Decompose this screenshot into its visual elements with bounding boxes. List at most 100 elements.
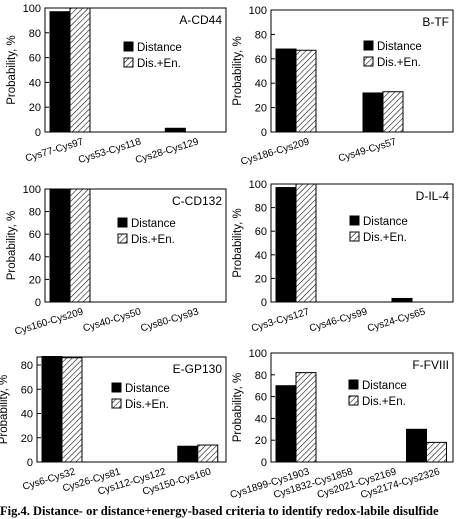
category-label: Cys3-Cys127 [250, 306, 311, 334]
plot-frame [270, 9, 454, 133]
y-tick-label: 80 [21, 360, 33, 372]
bar-distance-1 [275, 187, 297, 303]
chart-panel-4: 0 20 40 60 80 100 Probability, % D-IL-4 Cys3-Cys… [232, 179, 454, 335]
y-tick-label: 100 [23, 184, 41, 196]
plot-frame [44, 7, 227, 133]
chart-title: D-IL-4 [416, 189, 450, 203]
bar-distance-4 [177, 445, 199, 463]
y-axis-label: Probability, % [6, 211, 18, 280]
y-tick-label: 0 [261, 297, 267, 309]
bar-dis-en-1 [61, 357, 83, 463]
category-label: Cys160-Cys209 [13, 306, 85, 337]
y-tick-label: 0 [261, 457, 267, 469]
bar-dis-en-1 [295, 183, 317, 303]
y-tick-label: 20 [21, 433, 33, 445]
bar-dis-en-1 [295, 372, 317, 463]
legend-label-distance: Distance [377, 41, 422, 53]
category-label: Cys80-Cys93 [139, 306, 200, 334]
legend-label-distance: Distance [125, 383, 170, 395]
y-tick-label: 60 [29, 229, 41, 241]
bar-distance-2 [362, 92, 384, 133]
legend-label-distance: Distance [362, 380, 407, 392]
y-tick-label: 60 [29, 53, 41, 65]
legend-label-dis-en: Dis.+En. [131, 234, 175, 246]
legend-swatch-dis-en [117, 233, 128, 244]
figure-caption: Fig.4. Distance- or distance+energy-base… [0, 504, 439, 518]
bar-dis-en-4 [426, 441, 447, 463]
bar-dis-en-4 [197, 444, 219, 463]
y-axis-label: Probability, % [0, 375, 10, 444]
category-label: Cys53-Cys118 [77, 136, 143, 166]
legend-swatch-dis-en [349, 231, 360, 242]
bar-dis-en-2 [382, 91, 404, 133]
chart-panel-2: 0 20 40 60 80 100 Probability, % B-TF Cys186-Cys… [232, 5, 454, 168]
legend-swatch-distance [348, 379, 359, 390]
bar-distance-1 [275, 385, 297, 463]
y-axis-label: Probability, % [232, 36, 244, 105]
y-tick-label: 80 [255, 29, 267, 41]
plot-frame [270, 352, 454, 463]
y-tick-label: 40 [21, 409, 33, 421]
y-tick-label: 80 [29, 28, 41, 40]
bar-distance-4 [406, 428, 427, 463]
chart-panel-1: 0 20 40 60 80 100 Probability, % A-CD44 Cys77-Cy… [6, 3, 227, 166]
category-label: Cys186-Cys209 [239, 136, 311, 167]
y-tick-label: 0 [35, 297, 41, 309]
y-tick-label: 100 [249, 348, 267, 360]
plot-frame [36, 356, 227, 463]
chart-title: A-CD44 [179, 13, 222, 27]
y-tick-label: 20 [255, 435, 267, 447]
y-tick-label: 40 [29, 77, 41, 89]
bar-distance-3 [391, 297, 413, 303]
plot-frame [270, 183, 454, 303]
chart-title: F-FVIII [412, 358, 449, 372]
legend-swatch-dis-en [363, 56, 374, 67]
y-tick-label: 60 [21, 384, 33, 396]
y-tick-label: 80 [255, 203, 267, 215]
bar-dis-en-1 [295, 49, 317, 133]
legend-swatch-distance [117, 217, 128, 228]
y-tick-label: 100 [249, 5, 267, 17]
y-tick-label: 20 [255, 103, 267, 115]
legend-label-distance: Distance [363, 216, 408, 228]
y-tick-label: 80 [29, 207, 41, 219]
y-tick-label: 40 [255, 413, 267, 425]
y-tick-label: 0 [261, 127, 267, 139]
y-tick-label: 0 [27, 457, 33, 469]
legend-label-dis-en: Dis.+En. [125, 399, 169, 411]
y-tick-label: 60 [255, 226, 267, 238]
category-label: Cys24-Cys65 [366, 306, 427, 334]
y-tick-label: 60 [255, 54, 267, 66]
y-axis-label: Probability, % [232, 373, 244, 442]
legend-label-distance: Distance [131, 218, 176, 230]
y-tick-label: 20 [29, 102, 41, 114]
y-tick-label: 100 [23, 3, 41, 15]
bar-dis-en-1 [69, 188, 91, 303]
y-tick-label: 80 [255, 370, 267, 382]
legend-swatch-distance [123, 41, 134, 52]
bar-dis-en-1 [69, 7, 91, 133]
y-tick-label: 0 [35, 127, 41, 139]
category-label: Cys28-Cys129 [134, 136, 200, 166]
y-tick-label: 40 [255, 250, 267, 262]
bar-distance-3 [164, 127, 186, 133]
y-tick-label: 40 [255, 78, 267, 90]
legend-swatch-distance [363, 40, 374, 51]
bar-distance-1 [275, 48, 297, 133]
y-tick-label: 100 [249, 179, 267, 191]
chart-panel-3: 0 20 40 60 80 100 Probability, % C-CD132 Cys160-… [6, 184, 227, 338]
legend-swatch-dis-en [348, 395, 359, 406]
legend-label-dis-en: Dis.+En. [362, 396, 406, 408]
plot-frame [44, 188, 227, 303]
bar-distance-1 [49, 188, 71, 303]
category-label: Cys77-Cys97 [24, 136, 85, 164]
y-axis-label: Probability, % [232, 208, 244, 277]
y-tick-label: 60 [255, 392, 267, 404]
y-axis-label: Probability, % [6, 35, 18, 104]
legend-swatch-distance [349, 215, 360, 226]
category-label: Cys49-Cys57 [337, 136, 398, 164]
chart-title: E-GP130 [173, 362, 223, 376]
